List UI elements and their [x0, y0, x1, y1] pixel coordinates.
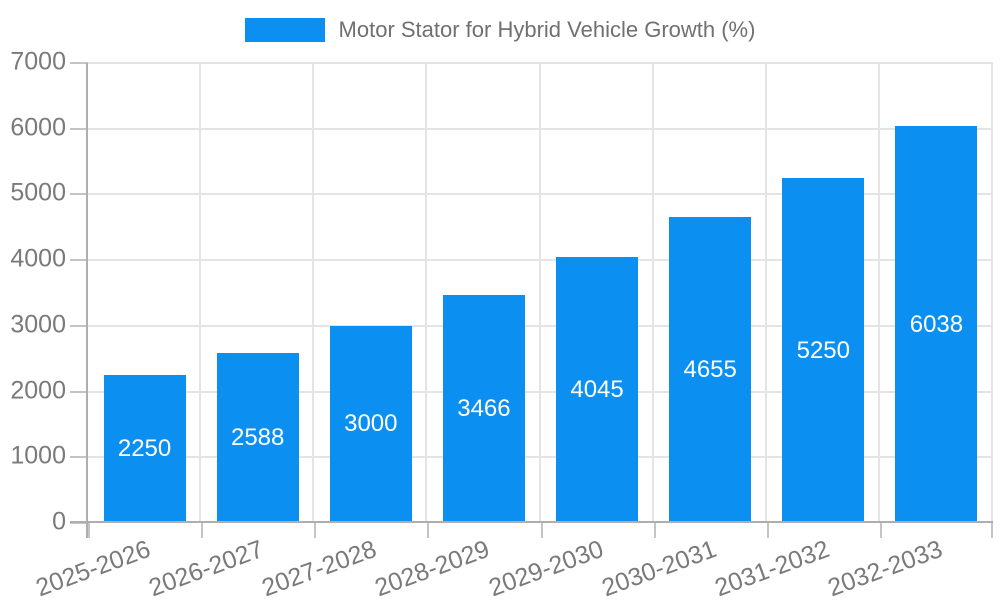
legend[interactable]: Motor Stator for Hybrid Vehicle Growth (…: [0, 17, 1000, 43]
bar-value-label: 4045: [570, 376, 624, 404]
x-axis-tick: [88, 523, 90, 538]
bar: 5250: [782, 178, 865, 523]
y-tick-label: 4000: [10, 244, 66, 273]
y-gridline: [88, 324, 993, 327]
y-tick-label: 0: [52, 507, 66, 536]
y-axis-tick: [70, 456, 88, 459]
bar: 2250: [103, 375, 186, 523]
x-gridline: [877, 63, 880, 523]
y-tick-label: 7000: [10, 47, 66, 76]
bar-value-label: 4655: [683, 356, 737, 384]
legend-label: Motor Stator for Hybrid Vehicle Growth (…: [338, 17, 756, 42]
bar: 3466: [442, 295, 525, 523]
x-axis-tick: [427, 523, 430, 538]
y-axis-tick: [70, 193, 88, 196]
legend-swatch: [244, 18, 325, 42]
bar-value-label: 6038: [909, 310, 964, 338]
plot-area: 0 1000 2000 3000 4000 5000 6000 7000 2250 2588 300…: [10, 47, 993, 600]
x-gridline: [651, 63, 654, 523]
x-axis-tick: [991, 523, 993, 538]
y-tick-label: 3000: [10, 310, 66, 339]
x-tick-label: 2026-2027: [145, 535, 268, 600]
x-gridline: [199, 63, 202, 523]
x-gridline: [764, 63, 767, 523]
x-tick-label: 2025-2026: [32, 535, 155, 600]
x-tick-label: 2027-2028: [258, 535, 381, 600]
y-axis-tick: [70, 324, 88, 327]
x-tick-label: 2032-2033: [824, 535, 947, 600]
x-gridline: [312, 63, 315, 523]
y-gridline: [88, 62, 993, 64]
y-gridline: [88, 259, 993, 262]
x-tick-label: 2029-2030: [484, 535, 607, 600]
x-gridline: [425, 63, 428, 523]
y-tick-label: 1000: [10, 441, 66, 470]
x-axis-tick: [879, 523, 882, 538]
y-tick-label: 6000: [10, 113, 66, 142]
y-axis-tick: [70, 259, 88, 262]
y-gridline: [88, 193, 993, 196]
x-axis-line: [70, 521, 993, 523]
bar-value-label: 5250: [796, 336, 850, 364]
x-tick-label: 2028-2029: [371, 535, 494, 600]
y-gridline: [88, 127, 993, 130]
bar-value-label: 2250: [117, 435, 172, 463]
bar: 6038: [895, 126, 978, 523]
x-gridline: [538, 63, 541, 523]
x-axis-tick: [540, 523, 543, 538]
bar-value-label: 2588: [230, 423, 285, 451]
x-axis-tick: [201, 523, 204, 538]
x-axis-tick: [766, 523, 769, 538]
bar: 2588: [216, 352, 299, 523]
y-tick-label: 2000: [10, 375, 66, 404]
x-gridline: [991, 63, 993, 523]
bar-value-label: 3000: [344, 410, 398, 438]
y-axis-tick: [70, 62, 88, 64]
y-axis-line: [86, 63, 88, 538]
y-gridline: [88, 456, 993, 459]
x-tick-label: 2030-2031: [597, 535, 720, 600]
bar: 4655: [669, 217, 752, 523]
x-axis-tick: [314, 523, 317, 538]
bar: 3000: [329, 325, 412, 523]
bar: 4045: [556, 257, 639, 523]
y-tick-label: 5000: [10, 178, 66, 207]
y-gridline: [88, 390, 993, 393]
y-axis-tick: [70, 390, 88, 393]
x-axis-tick: [653, 523, 656, 538]
y-axis-tick: [70, 522, 88, 524]
bar-value-label: 3466: [457, 395, 511, 423]
x-tick-label: 2031-2032: [710, 535, 833, 600]
y-axis-tick: [70, 127, 88, 130]
